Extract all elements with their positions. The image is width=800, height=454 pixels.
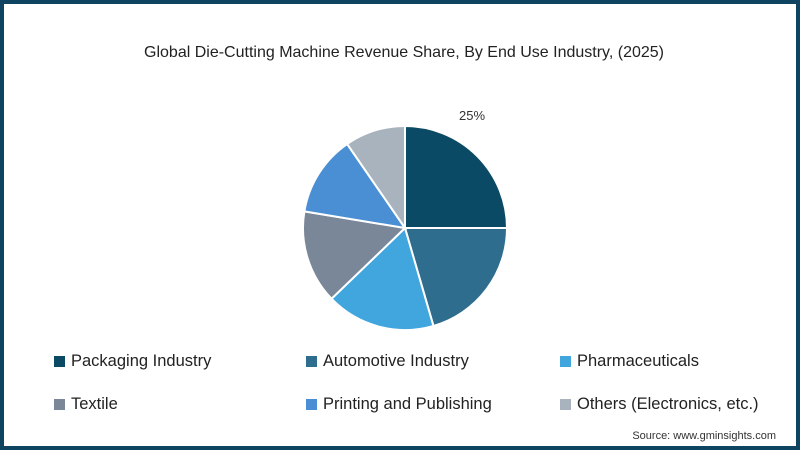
pie-chart xyxy=(302,124,509,331)
legend-item-printing: Printing and Publishing xyxy=(306,395,492,414)
legend-item-others: Others (Electronics, etc.) xyxy=(560,395,759,414)
legend-label: Textile xyxy=(71,395,118,413)
legend-item-automotive: Automotive Industry xyxy=(306,352,469,371)
legend-swatch xyxy=(560,356,571,367)
source-note: Source: www.gminsights.com xyxy=(632,430,776,442)
pie-slice-pharmaceuticals xyxy=(330,226,435,331)
legend-label: Automotive Industry xyxy=(323,352,469,370)
legend-swatch xyxy=(54,356,65,367)
legend-swatch xyxy=(54,399,65,410)
legend-swatch xyxy=(306,356,317,367)
legend-label: Pharmaceuticals xyxy=(577,352,699,370)
pie-slice-packaging-industry xyxy=(404,124,509,229)
pie-slice-printing-and-publishing xyxy=(303,142,408,230)
legend-item-textile: Textile xyxy=(54,395,118,414)
legend-swatch xyxy=(560,399,571,410)
legend-label: Packaging Industry xyxy=(71,352,212,370)
legend-label: Printing and Publishing xyxy=(323,395,492,413)
pie-slice-others-electronics-etc xyxy=(345,124,406,232)
legend-item-packaging: Packaging Industry xyxy=(54,352,211,371)
pie-slice-automotive-industry xyxy=(403,227,509,328)
legend-label: Others (Electronics, etc.) xyxy=(577,395,759,413)
chart-title: Global Die-Cutting Machine Revenue Share… xyxy=(144,44,664,61)
data-label-packaging: 25% xyxy=(459,108,486,123)
pie-slice-textile xyxy=(302,210,408,301)
legend-item-pharmaceuticals: Pharmaceuticals xyxy=(560,352,699,371)
legend-swatch xyxy=(306,399,317,410)
